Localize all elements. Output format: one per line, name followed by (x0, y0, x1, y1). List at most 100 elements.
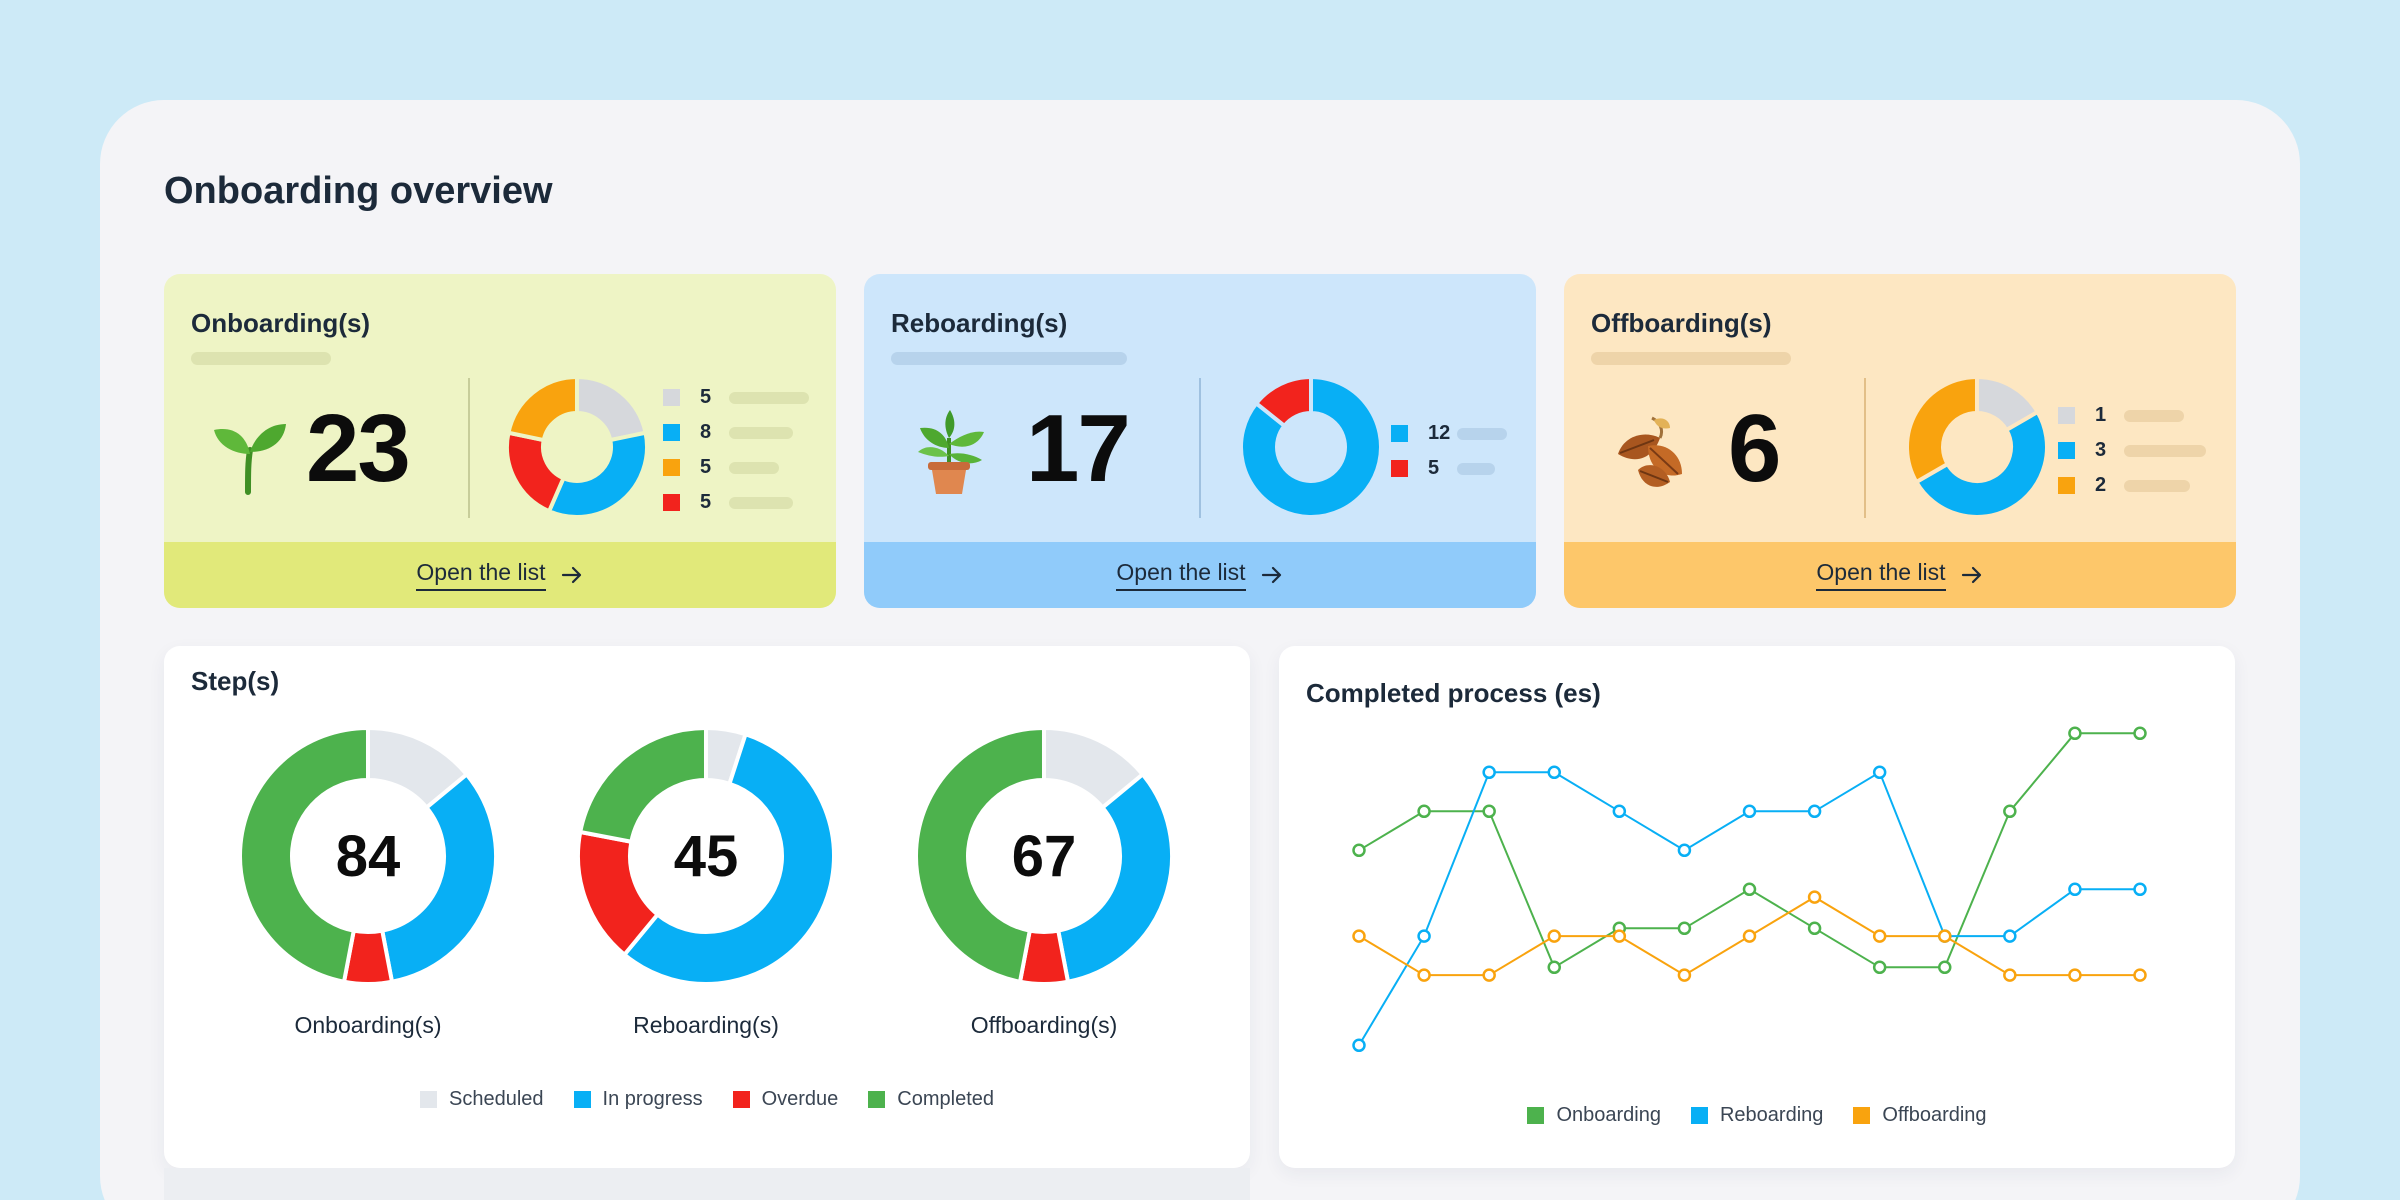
data-point-reboarding[interactable] (1612, 804, 1627, 819)
card-legend-row: 12 (1391, 416, 1507, 451)
line-chart-legend: Onboarding Reboarding Offboarding (1279, 1104, 2235, 1127)
step-donut-offboarding: 67 Offboarding(s) (914, 726, 1174, 1039)
offboarding-donut (1905, 374, 2049, 519)
legend-swatch (2058, 407, 2075, 424)
card-divider (1864, 378, 1866, 518)
legend-swatch (663, 459, 680, 476)
legend-placeholder-bar (729, 496, 793, 509)
data-point-reboarding[interactable] (1872, 765, 1887, 780)
data-point-onboarding[interactable] (1417, 804, 1431, 819)
chart-title: Completed process (es) (1306, 678, 1601, 708)
data-point-onboarding[interactable] (1352, 843, 1366, 858)
legend-label: Onboarding (1556, 1104, 1661, 1126)
data-point-reboarding[interactable] (2068, 882, 2082, 897)
open-list-label: Open the list (1816, 559, 1946, 591)
data-point-offboarding[interactable] (1938, 929, 1952, 943)
onboarding-card: Onboarding(s) 23 5 8 5 5 Open the list (164, 274, 836, 608)
card-legend: 5 8 5 5 (663, 380, 809, 520)
data-point-offboarding[interactable] (1482, 968, 1496, 982)
card-legend-row: 1 (2058, 398, 2206, 433)
legend-label: Offboarding (1882, 1104, 1987, 1126)
legend-swatch (663, 424, 680, 441)
donut-segment (577, 726, 708, 845)
data-point-offboarding[interactable] (1417, 968, 1431, 982)
data-point-reboarding[interactable] (1677, 843, 1692, 858)
data-point-reboarding[interactable] (1482, 765, 1496, 780)
legend-item-offboarding: Offboarding (1853, 1104, 1987, 1127)
data-point-reboarding[interactable] (2003, 929, 2017, 943)
legend-swatch (2058, 477, 2075, 494)
card-legend-row: 5 (663, 380, 809, 415)
open-list-button[interactable]: Open the list (164, 542, 836, 608)
legend-label: Overdue (761, 1088, 839, 1110)
offboarding-card: Offboarding(s) 6 1 3 2 Open the list (1564, 274, 2236, 608)
step-donut-label: Reboarding(s) (633, 1012, 779, 1038)
data-point-offboarding[interactable] (1352, 929, 1366, 943)
data-point-offboarding[interactable] (2003, 968, 2017, 982)
data-point-offboarding[interactable] (1742, 929, 1757, 943)
data-point-offboarding[interactable] (1807, 890, 1822, 904)
card-divider (468, 378, 470, 518)
data-point-onboarding[interactable] (1482, 804, 1496, 819)
step-donut-label: Offboarding(s) (970, 1012, 1118, 1038)
data-point-offboarding[interactable] (2068, 968, 2082, 982)
card-legend-row: 8 (663, 415, 809, 450)
open-list-button[interactable]: Open the list (1564, 542, 2236, 608)
open-list-button[interactable]: Open the list (864, 542, 1536, 608)
legend-placeholder-bar (729, 461, 779, 474)
data-point-onboarding[interactable] (2003, 804, 2017, 819)
data-point-reboarding[interactable] (1417, 929, 1431, 943)
card-legend-row: 2 (2058, 468, 2206, 503)
legend-value: 2 (2095, 474, 2107, 496)
legend-value: 12 (1428, 422, 1451, 444)
donut-segment (1905, 374, 1979, 485)
data-point-reboarding[interactable] (1352, 1038, 1366, 1053)
legend-value: 5 (700, 491, 712, 513)
donut-segment (621, 731, 836, 986)
data-point-onboarding[interactable] (1807, 921, 1822, 936)
data-point-onboarding[interactable] (1547, 960, 1561, 975)
legend-swatch (1391, 425, 1408, 442)
legend-placeholder-bar (1457, 427, 1507, 440)
onboarding-donut (505, 374, 649, 519)
card-legend: 12 5 (1391, 416, 1507, 486)
potted-plant-icon (918, 410, 984, 494)
legend-placeholder-bar (1457, 462, 1495, 475)
legend-swatch (868, 1091, 886, 1108)
arrow-right-icon (561, 566, 581, 584)
data-point-offboarding[interactable] (1547, 929, 1561, 943)
legend-value: 5 (1428, 457, 1440, 479)
data-point-offboarding[interactable] (1612, 929, 1627, 943)
data-point-offboarding[interactable] (2133, 968, 2147, 982)
card-legend: 1 3 2 (2058, 398, 2206, 503)
donut-segment (914, 726, 1046, 985)
data-point-offboarding[interactable] (1872, 929, 1887, 943)
data-point-onboarding[interactable] (1872, 960, 1887, 975)
steps-title: Step(s) (191, 666, 280, 696)
legend-swatch (1853, 1107, 1871, 1124)
data-point-reboarding[interactable] (1547, 765, 1561, 780)
reboarding-count: 17 (1026, 395, 1131, 502)
step-donut-reboarding: 45 Reboarding(s) (576, 726, 836, 1039)
legend-label: In progress (602, 1088, 703, 1110)
data-point-onboarding[interactable] (2068, 726, 2082, 741)
card-legend-row: 5 (663, 450, 809, 485)
legend-label: Scheduled (448, 1088, 544, 1110)
data-point-reboarding[interactable] (1807, 804, 1822, 819)
step-donut-value: 45 (673, 823, 739, 889)
data-point-onboarding[interactable] (2133, 726, 2147, 741)
card-legend-row: 5 (1391, 451, 1507, 486)
data-point-onboarding[interactable] (1742, 882, 1757, 897)
legend-value: 5 (700, 386, 712, 408)
data-point-reboarding[interactable] (1742, 804, 1757, 819)
steps-legend: Scheduled In progress Overdue Completed (164, 1088, 1250, 1111)
open-list-label: Open the list (1116, 559, 1246, 591)
data-point-offboarding[interactable] (1677, 968, 1692, 982)
data-point-reboarding[interactable] (2133, 882, 2147, 897)
data-point-onboarding[interactable] (1677, 921, 1692, 936)
reboarding-donut (1239, 374, 1383, 519)
steps-panel: Step(s) 84 Onboarding(s) 45 Reboarding(s… (164, 646, 1250, 1168)
open-list-label: Open the list (416, 559, 546, 591)
legend-item-in-progress: In progress (573, 1088, 703, 1111)
data-point-onboarding[interactable] (1938, 960, 1952, 975)
